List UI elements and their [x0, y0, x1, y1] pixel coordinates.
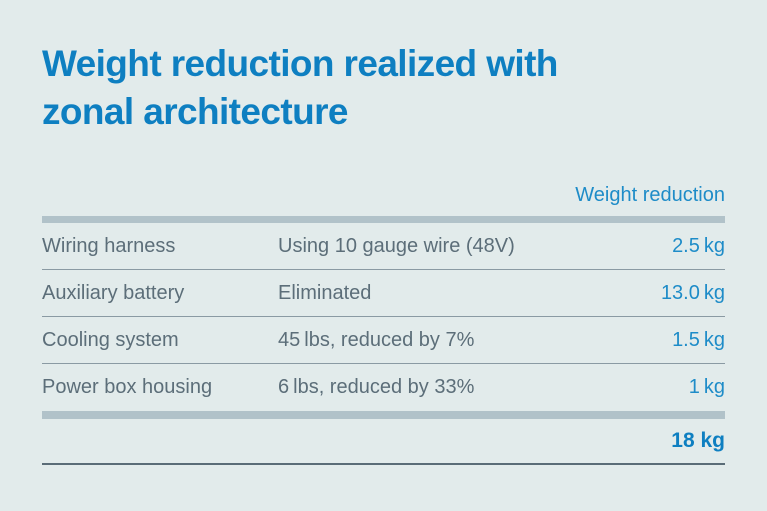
- row-detail-label: 45 lbs, reduced by 7%: [278, 328, 475, 351]
- weight-reduction-table: Wiring harness Using 10 gauge wire (48V)…: [42, 223, 725, 411]
- table-top-divider-bar: [42, 216, 725, 223]
- table-row-cooling-system: Cooling system 45 lbs, reduced by 7% 1.5…: [42, 317, 725, 364]
- row-item-label: Power box housing: [42, 376, 213, 398]
- table-row-power-box-housing: Power box housing 6 lbs, reduced by 33% …: [42, 364, 725, 411]
- table-row-auxiliary-battery: Auxiliary battery Eliminated 13.0 kg: [42, 270, 725, 317]
- column-header-weight-reduction: Weight reduction: [575, 184, 725, 206]
- total-value: 18 kg: [671, 429, 725, 452]
- row-item-label: Auxiliary battery: [42, 281, 185, 304]
- row-value: 1 kg: [688, 376, 725, 398]
- table-row-wiring-harness: Wiring harness Using 10 gauge wire (48V)…: [42, 223, 725, 270]
- row-item-label: Cooling system: [42, 328, 179, 351]
- row-detail-label: 6 lbs, reduced by 33%: [278, 376, 475, 398]
- page-title-line-2: zonal architecture: [42, 91, 348, 132]
- row-value: 1.5 kg: [672, 328, 725, 351]
- table-bottom-divider-bar: [42, 411, 725, 419]
- row-value: 2.5 kg: [672, 234, 725, 257]
- row-detail-label: Eliminated: [278, 281, 372, 304]
- total-row: 18 kg: [42, 419, 725, 465]
- page-title-line-1: Weight reduction realized with: [42, 43, 558, 84]
- page-title: Weight reduction realized with zonal arc…: [42, 40, 725, 136]
- row-detail-label: Using 10 gauge wire (48V): [278, 234, 515, 257]
- row-value: 13.0 kg: [660, 281, 725, 304]
- row-item-label: Wiring harness: [42, 234, 176, 257]
